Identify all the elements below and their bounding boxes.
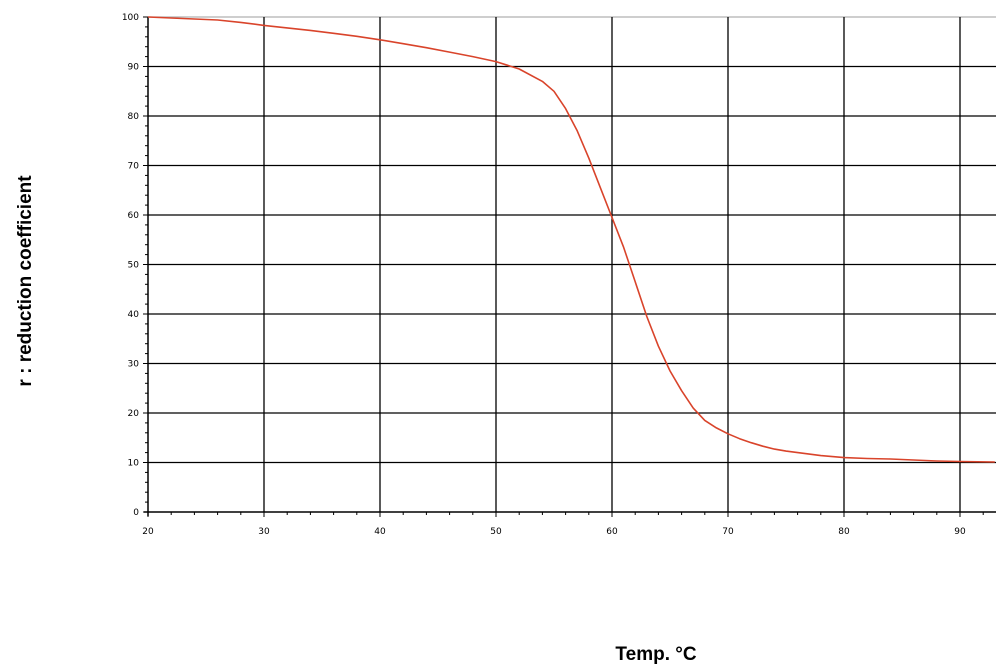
y-tick-label-0: 0 [133,508,139,518]
y-tick-label-40: 40 [128,310,140,320]
x-tick-label-30: 30 [258,527,270,537]
y-tick-label-100: 100 [122,13,139,23]
y-tick-label-90: 90 [128,63,140,73]
x-axis-label: Temp. °C [615,644,697,665]
y-tick-label-20: 20 [128,409,140,419]
series [147,16,995,463]
x-tick-label-90: 90 [954,527,966,537]
y-tick-labels: 0 10 20 30 40 50 60 70 80 90 100 [122,13,139,518]
y-tick-label-50: 50 [128,261,140,271]
x-tick-labels: 20 30 40 50 60 70 80 90 [142,527,966,537]
x-tick-label-70: 70 [722,527,734,537]
y-tick-label-80: 80 [128,112,140,122]
y-tick-label-60: 60 [128,211,140,221]
x-tick-label-80: 80 [838,527,850,537]
x-tick-label-50: 50 [490,527,502,537]
y-tick-label-30: 30 [128,360,140,370]
x-tick-label-60: 60 [606,527,618,537]
x-tick-label-40: 40 [374,527,386,537]
y-axis-label: r : reduction coefficient [15,175,36,387]
grid [148,16,996,512]
series-line-0 [147,16,995,463]
x-tick-label-20: 20 [142,527,154,537]
y-tick-label-70: 70 [128,162,140,172]
y-tick-label-10: 10 [128,459,140,469]
axes [143,16,996,517]
